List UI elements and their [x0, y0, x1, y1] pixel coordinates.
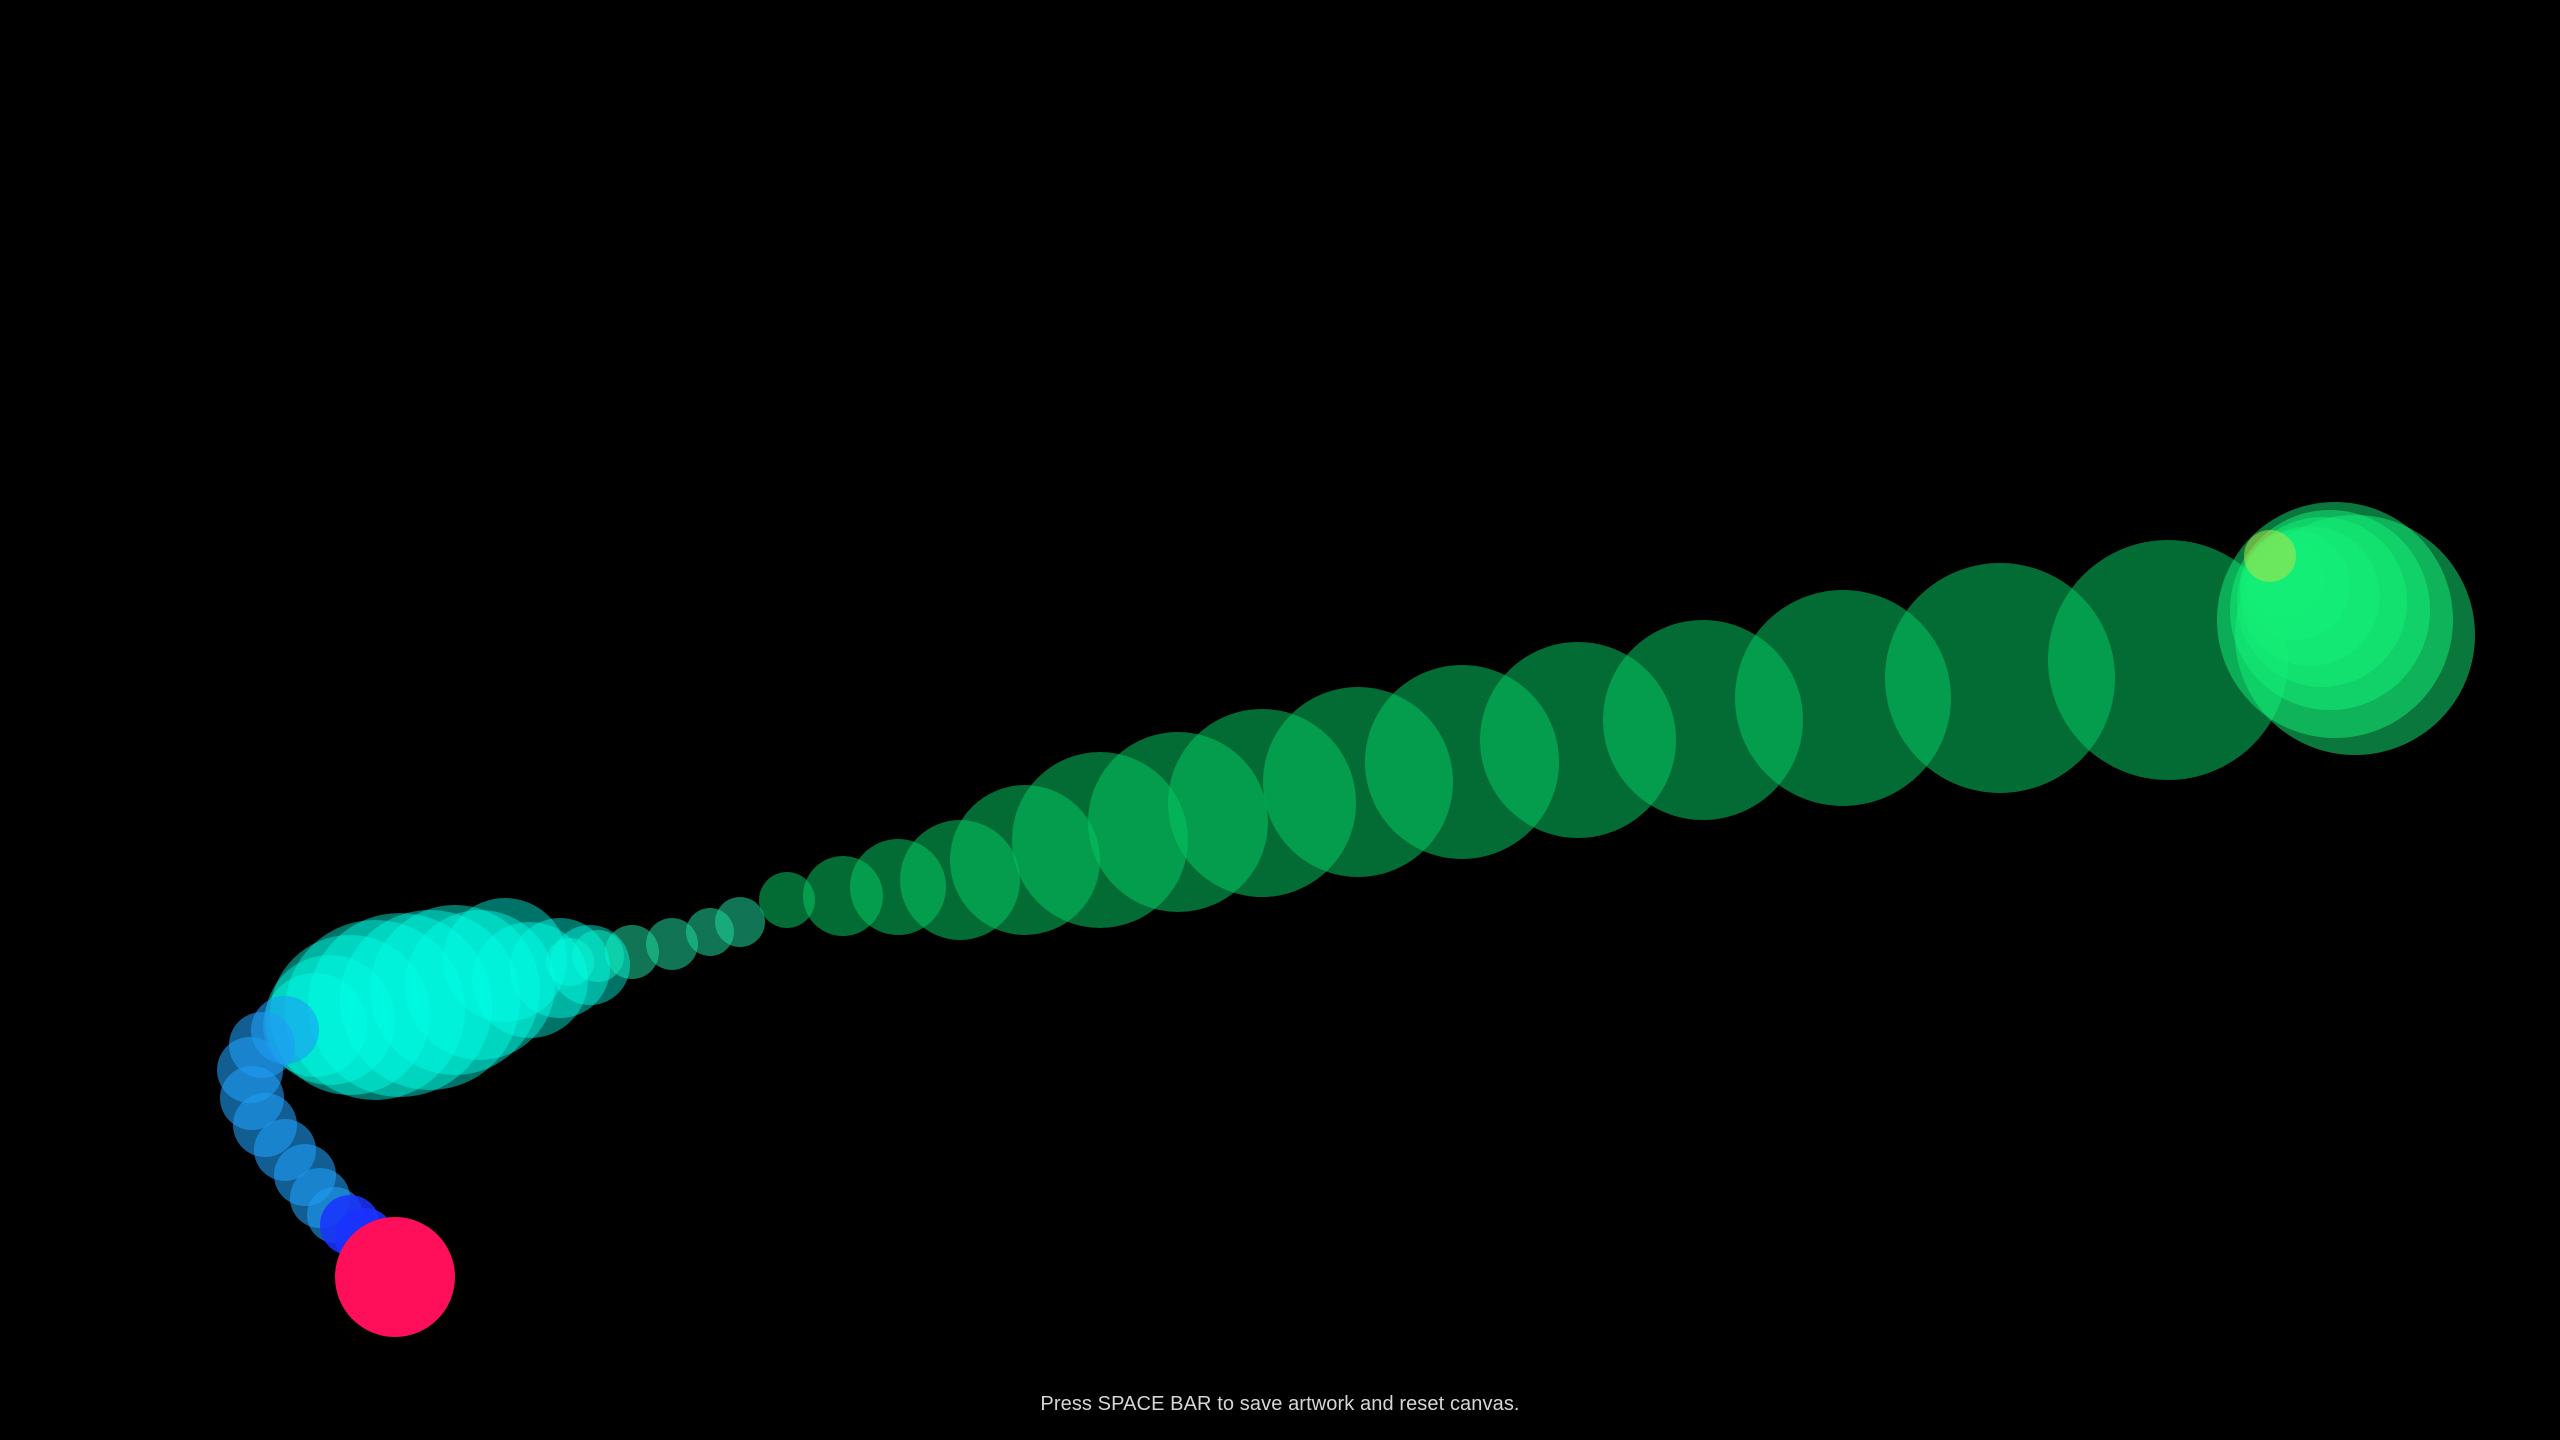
cyan-stroke-dab — [510, 918, 610, 1018]
cyan-stroke-dab — [472, 922, 588, 1038]
cyan-stroke-dab — [285, 920, 465, 1100]
cyan-stroke-dab — [405, 910, 555, 1060]
teal-stroke-dab — [546, 938, 594, 986]
green-stroke-dab — [803, 856, 883, 936]
cyan-stroke-dab — [340, 910, 520, 1090]
cyan-stroke-dab — [270, 935, 430, 1095]
green-stroke-dab — [759, 872, 815, 928]
cyan-stroke-dab — [308, 913, 492, 1097]
cyan-stroke-dab — [443, 898, 567, 1022]
save-reset-hint: Press SPACE BAR to save artwork and rese… — [1040, 1393, 1520, 1415]
cyan-stroke-dab — [370, 905, 540, 1075]
cyan-stroke-dab — [550, 925, 630, 1005]
brush-cursor — [335, 1217, 455, 1337]
yellow-green-stroke-dab — [2244, 530, 2296, 582]
teal-stroke-dab — [646, 918, 698, 970]
brush-stroke-layer — [217, 502, 2475, 1278]
